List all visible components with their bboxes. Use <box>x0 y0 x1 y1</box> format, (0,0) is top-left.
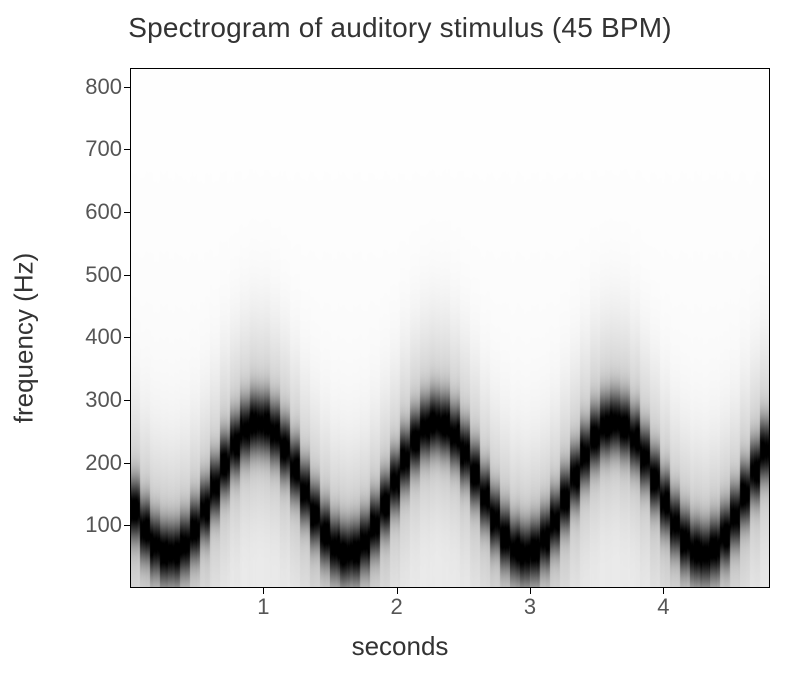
y-tick-label: 600 <box>85 199 122 225</box>
y-tick-mark <box>124 463 130 464</box>
x-tick-label: 4 <box>657 594 669 620</box>
y-tick-label: 100 <box>85 512 122 538</box>
y-tick-mark <box>124 337 130 338</box>
y-tick-label: 300 <box>85 387 122 413</box>
y-tick-mark <box>124 525 130 526</box>
plot-area <box>130 68 770 588</box>
y-tick-label: 200 <box>85 450 122 476</box>
x-tick-label: 1 <box>257 594 269 620</box>
y-tick-mark <box>124 87 130 88</box>
y-tick-mark <box>124 275 130 276</box>
y-axis-label: frequency (Hz) <box>9 253 40 424</box>
y-tick-label: 400 <box>85 324 122 350</box>
chart-title: Spectrogram of auditory stimulus (45 BPM… <box>0 12 800 44</box>
spectrogram-chart: Spectrogram of auditory stimulus (45 BPM… <box>0 0 800 676</box>
y-tick-label: 500 <box>85 262 122 288</box>
y-tick-mark <box>124 212 130 213</box>
y-tick-label: 700 <box>85 136 122 162</box>
x-tick-label: 3 <box>524 594 536 620</box>
y-tick-mark <box>124 149 130 150</box>
spectrogram-canvas <box>130 68 770 588</box>
y-tick-label: 800 <box>85 74 122 100</box>
x-axis-label: seconds <box>352 631 449 662</box>
x-tick-label: 2 <box>391 594 403 620</box>
y-tick-mark <box>124 400 130 401</box>
